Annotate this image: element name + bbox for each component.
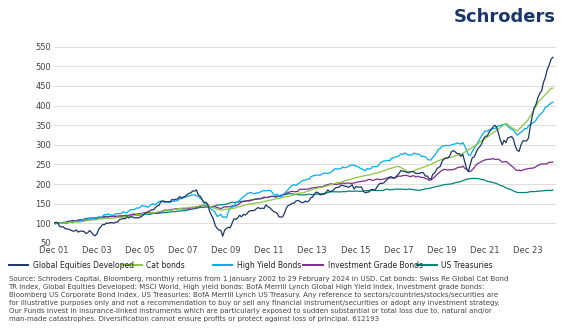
Text: Investment Grade Bonds: Investment Grade Bonds: [328, 261, 423, 270]
Text: Global Equities Developed: Global Equities Developed: [33, 261, 134, 270]
Text: US Treasuries: US Treasuries: [441, 261, 493, 270]
Text: Source: Schroders Capital, Bloomberg, monthly returns from 1 January 2002 to 29 : Source: Schroders Capital, Bloomberg, mo…: [9, 276, 508, 322]
Text: High Yield Bonds: High Yield Bonds: [237, 261, 302, 270]
Text: Cat bonds: Cat bonds: [146, 261, 185, 270]
Text: Schroders: Schroders: [454, 8, 556, 26]
